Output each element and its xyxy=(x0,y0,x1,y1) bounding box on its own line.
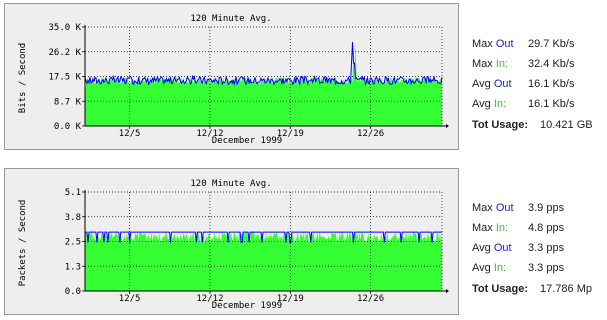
stat-label: Tot Usage: xyxy=(472,119,529,131)
out-word: Out xyxy=(495,202,514,214)
x-axis-arrow xyxy=(446,289,449,293)
stat-label: Max xyxy=(472,58,493,70)
out-word: Out xyxy=(493,242,512,254)
stat-label: Avg xyxy=(472,78,491,90)
in-word: In: xyxy=(495,222,509,234)
series-in-area xyxy=(85,230,442,291)
stat-label: Tot Usage: xyxy=(472,283,529,295)
stat-value: 3.3 pps xyxy=(528,262,565,274)
in-word: In: xyxy=(493,262,507,274)
y-tick-label: 35.0 K xyxy=(48,23,81,33)
series-out-line xyxy=(84,41,443,87)
y-axis-label: Bits / Second xyxy=(18,43,28,113)
stat-value: 17.786 Mp xyxy=(540,283,592,295)
out-word: Out xyxy=(493,78,512,90)
x-tick-label: 12/19 xyxy=(277,129,304,139)
stat-label: Max xyxy=(472,222,493,234)
in-word: In: xyxy=(493,98,507,110)
x-axis-label: December 1999 xyxy=(212,301,282,311)
stat-value: 3.9 pps xyxy=(528,202,565,214)
stat-label: Avg xyxy=(472,98,491,110)
stat-label: Avg xyxy=(472,262,491,274)
x-axis-arrow xyxy=(446,124,449,128)
out-word: Out xyxy=(495,38,514,50)
stat-value: 16.1 Kb/s xyxy=(528,78,575,90)
y-tick-label: 1.3 xyxy=(65,262,81,272)
x-axis-label: December 1999 xyxy=(212,136,282,146)
stat-value: 10.421 GB xyxy=(540,119,593,131)
x-tick-label: 12/19 xyxy=(277,294,304,304)
stat-label: Max xyxy=(472,202,493,214)
y-tick-label: 26.2 K xyxy=(48,48,81,58)
y-tick-label: 2.5 xyxy=(65,238,81,248)
stat-value: 3.3 pps xyxy=(528,242,565,254)
series-out-line xyxy=(85,231,442,243)
stat-value: 32.4 Kb/s xyxy=(528,58,575,70)
stat-label: Avg xyxy=(472,242,491,254)
stat-label: Max xyxy=(472,38,493,50)
chart-panel-packets: 120 Minute Avg. Packets / Second Decembe… xyxy=(4,168,459,315)
y-axis-label: Packets / Second xyxy=(18,200,28,287)
x-tick-label: 12/5 xyxy=(119,129,141,139)
chart-panel-bits: 120 Minute Avg. Bits / Second December 1… xyxy=(4,3,459,150)
x-tick-label: 12/12 xyxy=(196,294,223,304)
y-tick-label: 0.0 K xyxy=(54,122,82,132)
chart-title: 120 Minute Avg. xyxy=(190,179,271,189)
x-tick-label: 12/12 xyxy=(196,129,223,139)
stat-value: 29.7 Kb/s xyxy=(528,38,575,50)
series-in-area xyxy=(85,43,442,126)
stat-value: 4.8 pps xyxy=(528,222,565,234)
y-tick-label: 0.0 xyxy=(65,287,81,297)
packets-chart: 120 Minute Avg. Packets / Second Decembe… xyxy=(18,179,449,311)
y-tick-label: 17.5 K xyxy=(48,73,81,83)
x-tick-label: 12/26 xyxy=(357,129,384,139)
y-tick-label: 3.8 xyxy=(65,213,81,223)
x-tick-label: 12/5 xyxy=(119,294,141,304)
y-tick-label: 5.1 xyxy=(65,188,81,198)
chart-title: 120 Minute Avg. xyxy=(190,14,271,24)
bits-chart: 120 Minute Avg. Bits / Second December 1… xyxy=(18,14,449,146)
in-word: In: xyxy=(495,58,509,70)
x-tick-label: 12/26 xyxy=(357,294,384,304)
y-tick-label: 8.7 K xyxy=(54,97,82,107)
stat-value: 16.1 Kb/s xyxy=(528,98,575,110)
